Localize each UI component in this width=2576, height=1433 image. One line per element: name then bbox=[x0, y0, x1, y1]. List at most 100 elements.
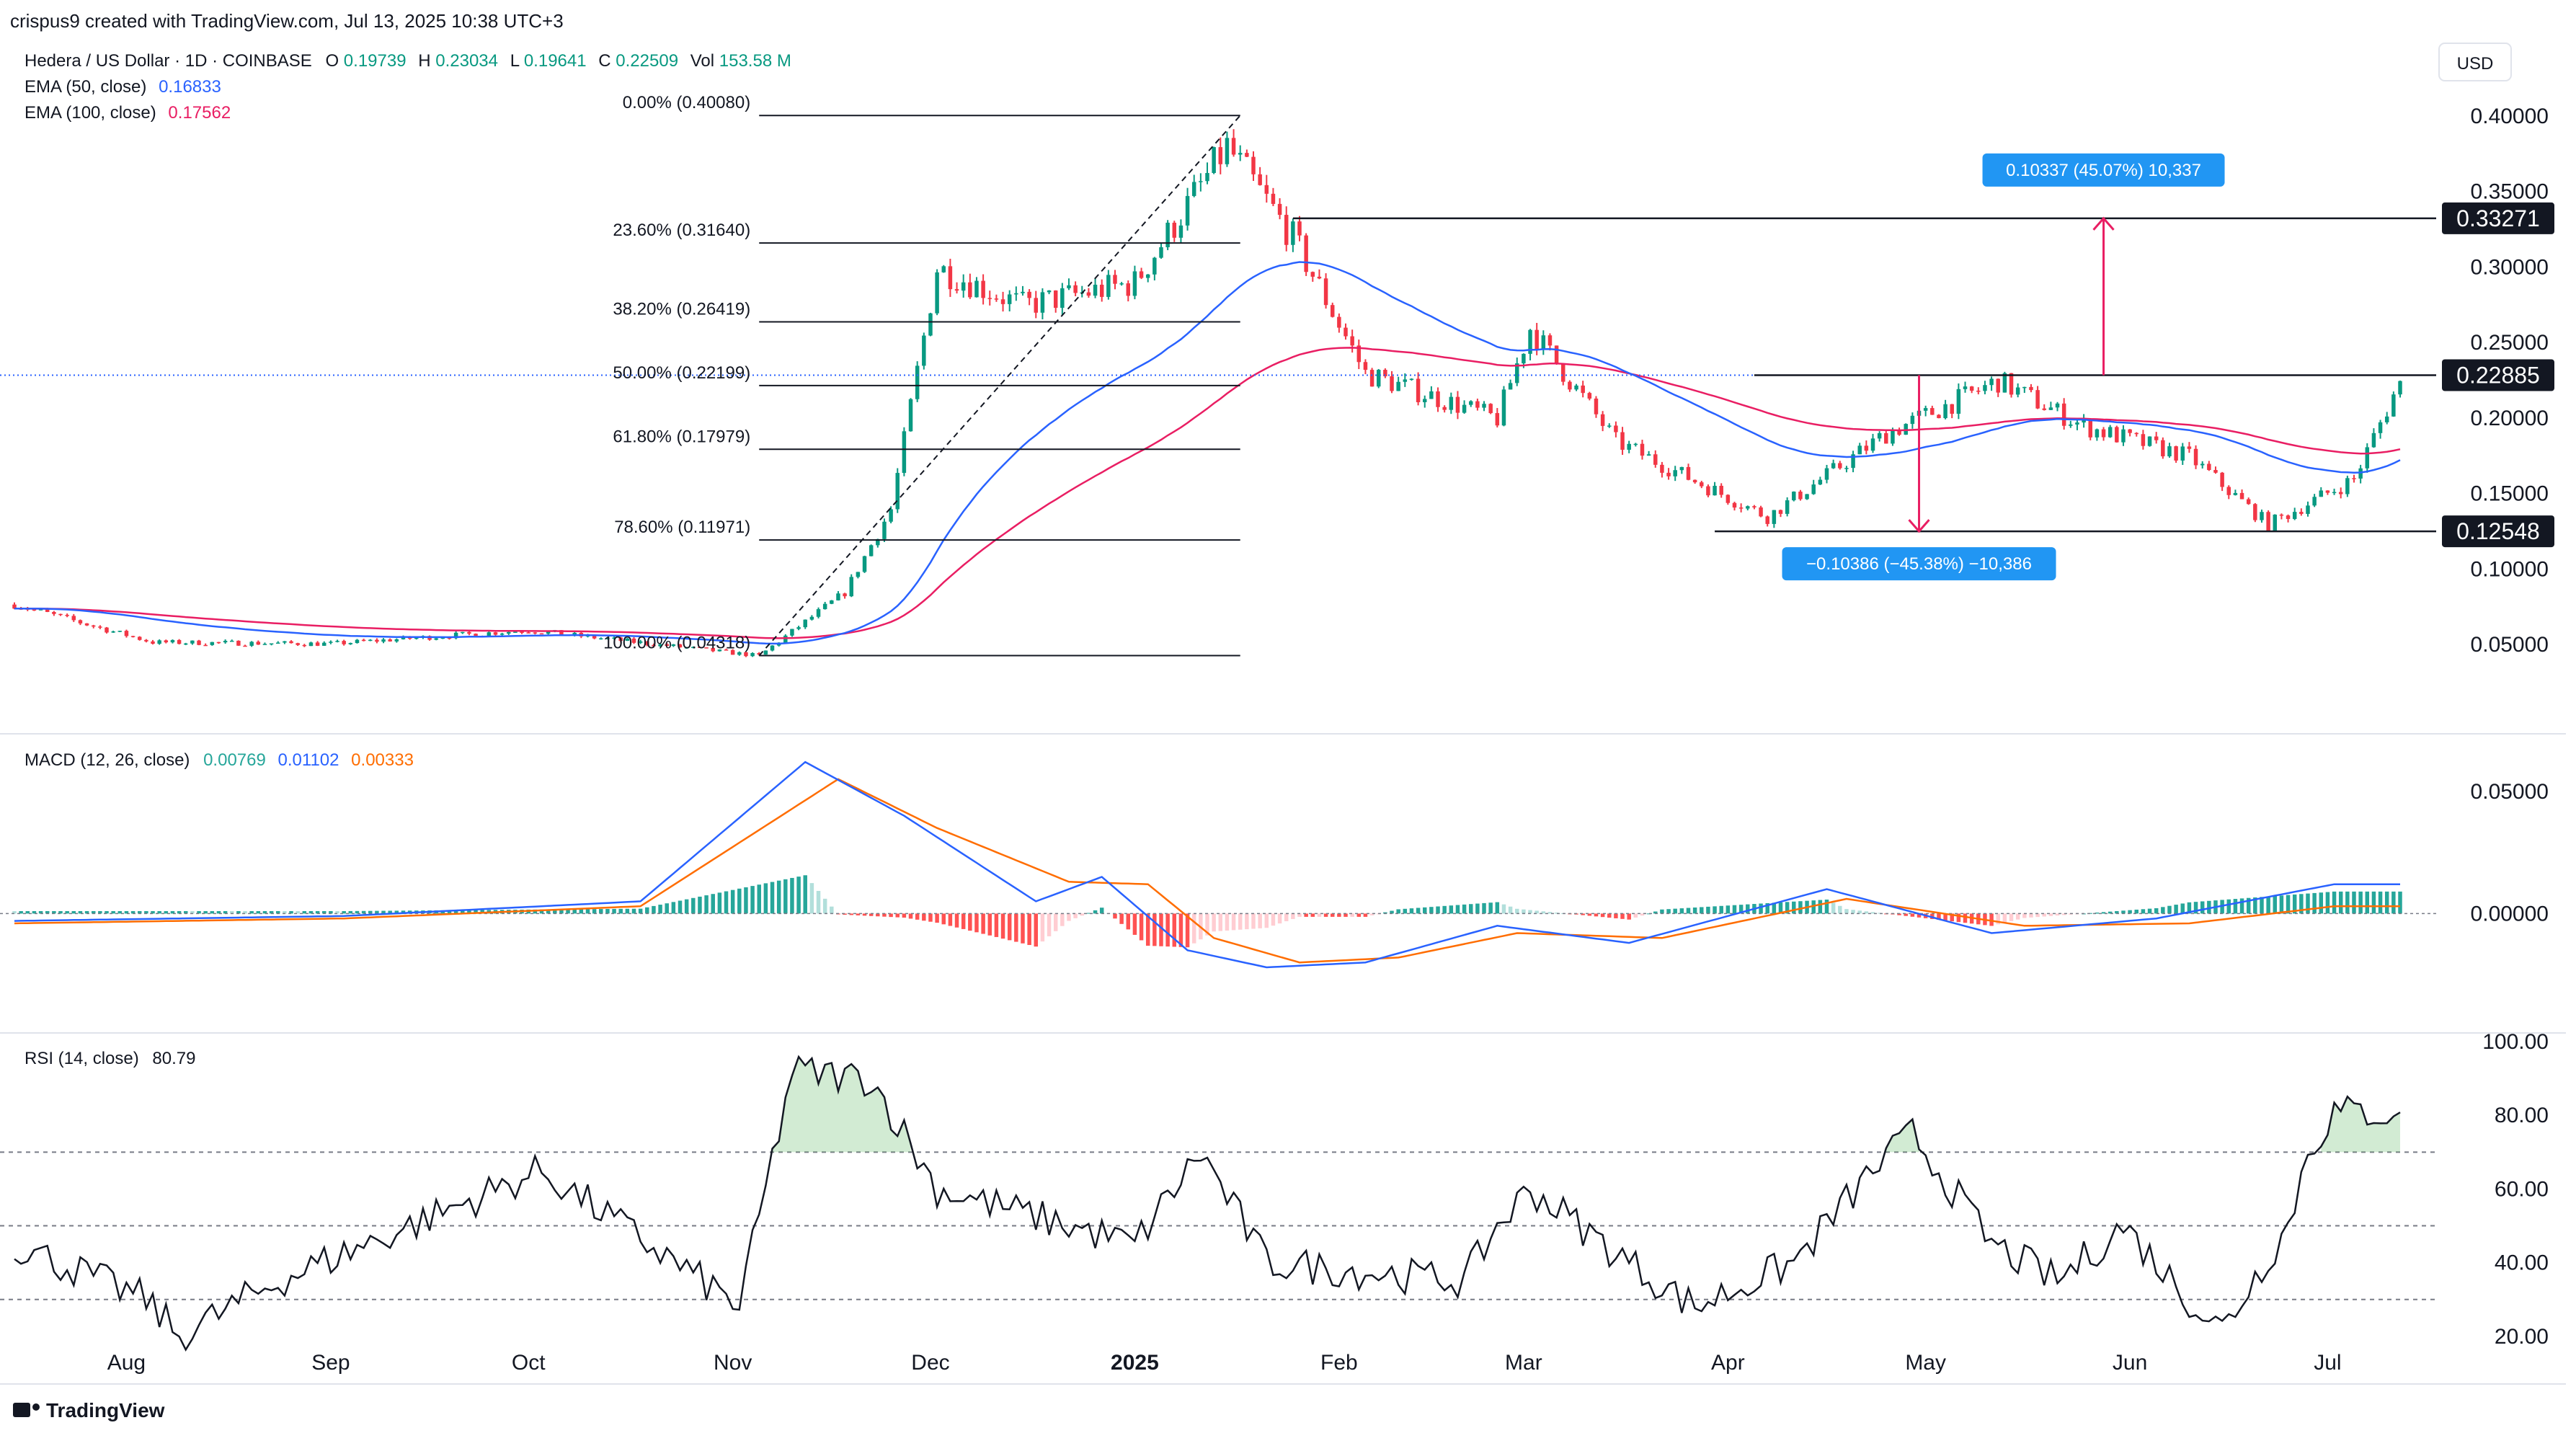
macd-hist-bar bbox=[1191, 913, 1196, 944]
candle-body bbox=[2101, 429, 2106, 438]
macd-hist-bar bbox=[2286, 895, 2291, 914]
candle-body bbox=[1937, 414, 1941, 419]
candle-body bbox=[2312, 497, 2317, 506]
macd-hist-bar bbox=[2121, 910, 2126, 914]
macd-hist-bar bbox=[38, 911, 43, 914]
macd-hist-bar bbox=[329, 911, 333, 914]
candle-body bbox=[355, 639, 360, 644]
macd-hist-bar bbox=[2161, 907, 2165, 914]
candle-body bbox=[1199, 181, 1203, 182]
macd-hist-bar bbox=[1258, 913, 1262, 928]
macd-hist-bar bbox=[2055, 913, 2060, 916]
candle-body bbox=[2273, 514, 2278, 531]
candle-body bbox=[2226, 487, 2231, 495]
macd-hist-bar bbox=[1178, 913, 1183, 947]
ema100-legend[interactable]: EMA (100, close) 0.17562 bbox=[25, 103, 231, 123]
candle-body bbox=[928, 313, 933, 336]
macd-hist-bar bbox=[453, 910, 458, 914]
macd-hist-bar bbox=[1040, 913, 1045, 942]
ohlc-high: 0.23034 bbox=[435, 51, 498, 71]
rsi-pane[interactable] bbox=[0, 1055, 2436, 1352]
macd-hist-bar bbox=[1416, 908, 1421, 914]
ema50-legend[interactable]: EMA (50, close) 0.16833 bbox=[25, 77, 221, 97]
ohlc-vol: 153.58 M bbox=[719, 51, 791, 71]
macd-hist-bar bbox=[1119, 913, 1124, 924]
candle-body bbox=[2174, 446, 2178, 461]
candle-body bbox=[1976, 391, 1981, 392]
candle-body bbox=[434, 638, 438, 640]
macd-hist-bar bbox=[750, 886, 755, 914]
macd-pane[interactable] bbox=[0, 760, 2436, 969]
macd-hist-bar bbox=[1653, 911, 1658, 914]
rsi-legend[interactable]: RSI (14, close) 80.79 bbox=[25, 1049, 195, 1068]
macd-hist-bar bbox=[1007, 913, 1012, 941]
candle-body bbox=[249, 642, 254, 646]
macd-hist-bar bbox=[1515, 908, 1519, 914]
macd-hist-bar bbox=[1508, 906, 1513, 914]
candle-body bbox=[2134, 432, 2138, 435]
macd-hist-bar bbox=[704, 895, 709, 914]
macd-hist-bar bbox=[1462, 904, 1467, 914]
price-tag-last-bg bbox=[2442, 359, 2554, 391]
macd-hist-bar bbox=[1700, 907, 1704, 914]
macd-hist-bar bbox=[32, 911, 37, 914]
macd-hist-bar bbox=[684, 899, 689, 914]
candle-body bbox=[210, 642, 215, 645]
macd-hist-bar bbox=[1152, 913, 1157, 946]
macd-hist-bar bbox=[2015, 913, 2020, 920]
macd-hist-bar bbox=[1126, 913, 1131, 930]
candle-body bbox=[513, 631, 518, 633]
rsi-overbought-fill bbox=[772, 1057, 2400, 1153]
created-by-text: crispus9 created with TradingView.com, J… bbox=[10, 10, 564, 32]
candle-body bbox=[1956, 389, 1961, 414]
measure-down-arrow-head bbox=[1908, 519, 1930, 533]
candle-body bbox=[1165, 222, 1170, 247]
candle-body bbox=[2048, 407, 2053, 410]
candle-body bbox=[2061, 403, 2066, 426]
currency-badge-bg[interactable] bbox=[2438, 43, 2512, 81]
candle-body bbox=[1442, 407, 1447, 410]
candle-body bbox=[117, 631, 123, 632]
macd-hist-bar bbox=[1528, 910, 1532, 914]
macd-hist-bar bbox=[308, 911, 314, 914]
macd-legend[interactable]: MACD (12, 26, close) 0.00769 0.01102 0.0… bbox=[25, 750, 414, 770]
macd-hist-bar bbox=[882, 913, 887, 917]
macd-hist-bar bbox=[243, 911, 247, 914]
candle-body bbox=[71, 616, 76, 621]
macd-hist-bar bbox=[2365, 891, 2370, 914]
macd-hist-bar bbox=[1297, 913, 1302, 917]
macd-hist-bar bbox=[2299, 894, 2304, 914]
macd-hist-bar bbox=[2180, 903, 2185, 914]
candle-body bbox=[2220, 472, 2224, 487]
macd-tick-label: 0.05000 bbox=[2471, 780, 2549, 804]
candle-body bbox=[1053, 290, 1058, 309]
macd-hist-bar bbox=[2319, 892, 2324, 914]
macd-hist-bar bbox=[1034, 913, 1039, 947]
candle-body bbox=[1455, 396, 1460, 413]
macd-hist-bar bbox=[954, 913, 959, 928]
candle-body bbox=[1178, 225, 1183, 238]
candle-body bbox=[1317, 276, 1322, 279]
price-pane[interactable]: 0.00% (0.40080) 23.60% (0.31640) 38.20% (0… bbox=[0, 93, 2436, 657]
macd-tick-label: 0.00000 bbox=[2471, 902, 2549, 926]
candle-body bbox=[1811, 484, 1816, 494]
candle-body bbox=[1067, 285, 1071, 288]
macd-hist-bar bbox=[1337, 913, 1341, 917]
macd-hist-bar bbox=[2358, 891, 2363, 914]
macd-hist-bar bbox=[1390, 910, 1394, 914]
macd-hist-bar bbox=[2391, 891, 2396, 914]
candle-body bbox=[2358, 468, 2363, 479]
candle-body bbox=[809, 616, 814, 620]
candle-body bbox=[229, 640, 234, 642]
candle-body bbox=[151, 641, 155, 644]
candle-body bbox=[2233, 492, 2238, 495]
candle-body bbox=[315, 642, 320, 646]
candle-body bbox=[1040, 292, 1045, 313]
rsi-value: 80.79 bbox=[152, 1049, 195, 1068]
macd-hist-bar bbox=[1021, 913, 1025, 944]
candle-body bbox=[1469, 401, 1473, 405]
candle-body bbox=[1337, 316, 1341, 328]
rsi-label: RSI (14, close) bbox=[25, 1049, 139, 1068]
candle-body bbox=[1746, 506, 1750, 509]
